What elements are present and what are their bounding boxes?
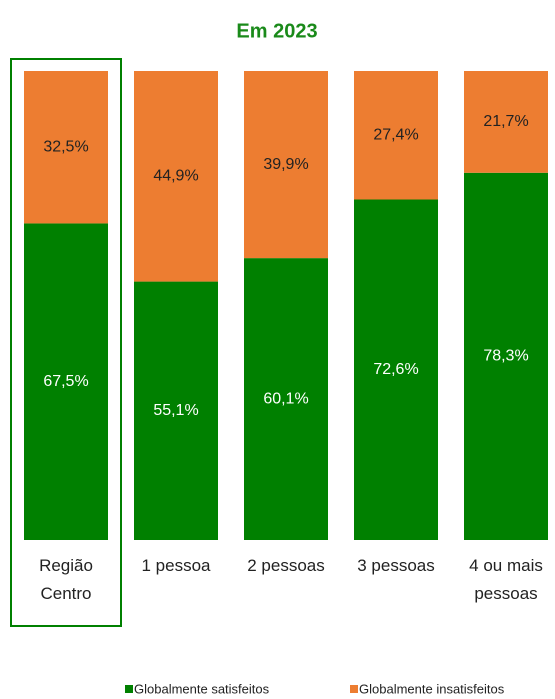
bar-segment — [354, 71, 438, 200]
bar-segment — [244, 71, 328, 259]
data-label: 32,5% — [43, 138, 88, 155]
bar-segment — [24, 223, 108, 541]
data-label: 21,7% — [483, 113, 528, 130]
bar-segment — [354, 199, 438, 541]
data-label: 27,4% — [373, 126, 418, 143]
bar-segment — [24, 71, 108, 224]
data-label: 39,9% — [263, 156, 308, 173]
legend-label: Globalmente satisfeitos — [134, 681, 270, 696]
highlight-box — [10, 58, 122, 627]
bar-segment — [464, 172, 548, 540]
data-label: 72,6% — [373, 361, 418, 378]
data-label: 67,5% — [43, 373, 88, 390]
x-tick-label: 1 pessoa — [141, 556, 211, 575]
data-label: 60,1% — [263, 390, 308, 407]
bar-segment — [244, 258, 328, 540]
data-label: 55,1% — [153, 402, 198, 419]
legend-swatch — [350, 685, 358, 693]
data-label: 78,3% — [483, 348, 528, 365]
data-label: 44,9% — [153, 168, 198, 185]
bar-segment — [134, 281, 218, 540]
legend-label: Globalmente insatisfeitos — [359, 681, 505, 696]
x-tick-label: 2 pessoas — [247, 556, 325, 575]
x-tick-label: Região Centro — [39, 556, 93, 603]
bar-segment — [134, 71, 218, 282]
bar-segment — [464, 71, 548, 173]
x-tick-label: 4 ou mais pessoas — [469, 556, 543, 603]
x-tick-label: 3 pessoas — [357, 556, 435, 575]
legend-swatch — [125, 685, 133, 693]
chart-title: Em 2023 — [236, 20, 317, 42]
